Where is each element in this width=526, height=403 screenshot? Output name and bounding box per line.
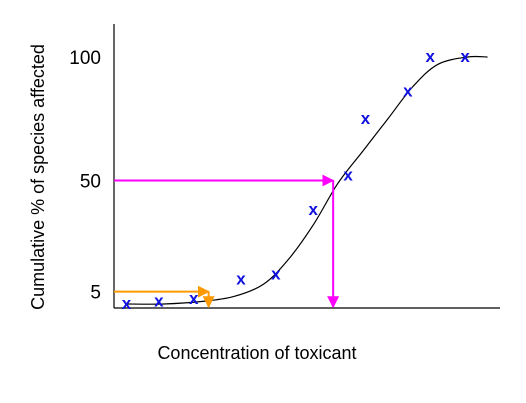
data-point-4: x — [236, 269, 246, 288]
y-tick-label-100: 100 — [69, 48, 101, 69]
reference-lines — [114, 174, 340, 309]
x-axis-label: Concentration of toxicant — [157, 343, 356, 363]
data-point-5: x — [271, 264, 281, 283]
data-point-1: x — [122, 294, 132, 313]
data-point-9: x — [403, 82, 413, 101]
y-tick-labels: 100 50 5 — [69, 48, 101, 304]
y-axis-label: Cumulative % of species affected — [28, 44, 48, 310]
data-point-3: x — [189, 289, 199, 308]
data-point-6: x — [308, 200, 318, 219]
data-point-10: x — [426, 47, 436, 66]
y-tick-label-50: 50 — [80, 172, 101, 193]
data-point-7: x — [343, 166, 353, 185]
axes — [113, 24, 500, 309]
data-point-8: x — [361, 109, 371, 128]
y-tick-label-5: 5 — [90, 283, 101, 304]
data-point-2: x — [154, 292, 164, 311]
data-point-11: x — [460, 47, 470, 66]
